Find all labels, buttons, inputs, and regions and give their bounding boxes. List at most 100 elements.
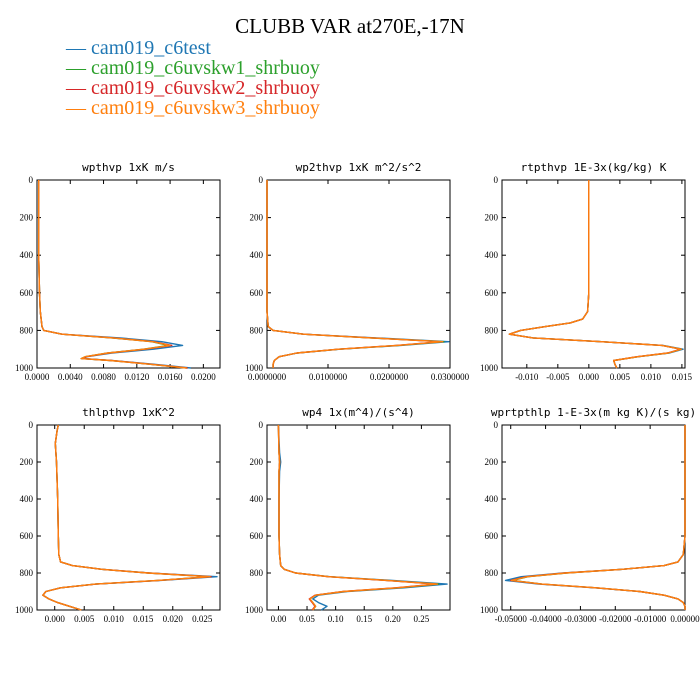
y-tick-label: 0 — [29, 420, 34, 430]
chart-panel: thlpthvp 1xK^2 0 200 400 600 800 1000 0.000 0.00… — [15, 406, 221, 624]
x-tick-label: 0.0120 — [124, 372, 149, 382]
legend-swatch: — — [66, 57, 91, 79]
y-tick-label: 200 — [20, 213, 34, 223]
x-tick-label: 0.020 — [163, 614, 184, 624]
legend-label: cam019_c6uvskw1_shrbuoy — [91, 57, 320, 79]
series-line — [42, 424, 211, 611]
y-tick-label: 800 — [20, 568, 34, 578]
y-tick-label: 200 — [485, 213, 499, 223]
y-tick-label: 400 — [250, 250, 264, 260]
series-line — [510, 425, 686, 610]
series-line — [266, 180, 450, 368]
x-tick-label: 0.0080 — [91, 372, 116, 382]
y-tick-label: 200 — [485, 457, 499, 467]
plot-frame — [36, 424, 221, 611]
y-tick-label: 1000 — [15, 605, 34, 615]
y-tick-label: 800 — [485, 568, 499, 578]
x-tick-label: -0.05000 — [495, 614, 528, 624]
chart-panel: wp2thvp 1xK m^2/s^2 0 200 400 600 800 10000.00… — [245, 161, 470, 382]
plot-frame — [36, 179, 221, 369]
y-tick-label: 600 — [20, 531, 34, 541]
x-tick-label: 0.005 — [74, 614, 95, 624]
x-tick-label: 0.05 — [299, 614, 315, 624]
x-tick-label: 0.000 — [579, 372, 600, 382]
series-line — [266, 180, 444, 368]
y-tick-label: 200 — [250, 213, 264, 223]
y-tick-label: 400 — [485, 250, 499, 260]
x-tick-label: 0.0300000 — [431, 372, 470, 382]
x-tick-label: 0.015 — [672, 372, 693, 382]
legend-swatch: — — [66, 37, 91, 59]
y-tick-label: 400 — [20, 494, 34, 504]
y-tick-label: 0 — [259, 175, 264, 185]
x-tick-label: 0.0100000 — [309, 372, 348, 382]
y-tick-label: 200 — [250, 457, 264, 467]
x-tick-label: -0.010 — [515, 372, 539, 382]
y-tick-label: 800 — [250, 325, 264, 335]
x-tick-label: 0.00000 — [670, 614, 700, 624]
x-tick-label: 0.0040 — [58, 372, 83, 382]
x-tick-label: 0.0000000 — [248, 372, 287, 382]
y-tick-label: 400 — [250, 494, 264, 504]
x-tick-label: 0.010 — [104, 614, 125, 624]
chart-panel: wp4 1x(m^4)/(s^4) 0 200 400 600 800 1000 0.00 0.… — [245, 406, 451, 624]
x-tick-label: 0.010 — [641, 372, 662, 382]
x-tick-label: 0.25 — [414, 614, 430, 624]
series-line — [38, 180, 191, 369]
y-tick-label: 1000 — [15, 363, 34, 373]
series-line — [38, 180, 188, 369]
plot-frame — [501, 179, 686, 369]
x-tick-label: 0.000 — [45, 614, 66, 624]
x-tick-label: 0.025 — [192, 614, 213, 624]
x-tick-label: 0.0160 — [158, 372, 183, 382]
x-tick-label: -0.005 — [546, 372, 570, 382]
x-tick-label: -0.04000 — [529, 614, 562, 624]
series-line — [508, 180, 682, 369]
x-tick-label: 0.0200 — [191, 372, 216, 382]
x-tick-label: -0.03000 — [564, 614, 597, 624]
panel-title: wp4 1x(m^4)/(s^4) — [302, 406, 415, 419]
legend-swatch: — — [66, 97, 91, 119]
y-tick-label: 200 — [20, 457, 34, 467]
x-tick-label: -0.01000 — [634, 614, 667, 624]
plot-frame — [266, 424, 451, 611]
y-tick-label: 800 — [20, 325, 34, 335]
x-tick-label: 0.10 — [328, 614, 344, 624]
y-tick-label: 1000 — [480, 605, 499, 615]
y-tick-label: 1000 — [245, 605, 264, 615]
legend-item: — cam019_c6uvskw1_shrbuoy — [66, 58, 320, 78]
y-tick-label: 600 — [485, 288, 499, 298]
legend-item: — cam019_c6uvskw3_shrbuoy — [66, 98, 320, 118]
y-tick-label: 400 — [485, 494, 499, 504]
panel-title: wp2thvp 1xK m^2/s^2 — [296, 161, 422, 174]
y-tick-label: 1000 — [245, 363, 264, 373]
series-line — [511, 425, 686, 610]
y-tick-label: 800 — [250, 568, 264, 578]
chart-panel: wpthvp 1xK m/s 0 200 400 600 800 10000.0000 0.0… — [15, 161, 221, 382]
x-tick-label: 0.20 — [385, 614, 401, 624]
y-tick-label: 0 — [494, 420, 499, 430]
chart-panel: rtpthvp 1E-3x(kg/kg) K 0 200 400 600 800 1000 -… — [480, 161, 693, 382]
series-line — [510, 425, 686, 610]
y-tick-label: 600 — [250, 288, 264, 298]
figure-title: CLUBB VAR at270E,-17N — [235, 14, 465, 38]
panel-title: wprtpthlp 1-E-3x(m kg K)/(s kg) — [491, 406, 696, 419]
chart-panel: wprtpthlp 1-E-3x(m kg K)/(s kg)0 200 400 60… — [480, 406, 700, 624]
series-line — [508, 180, 682, 369]
series-line — [277, 424, 439, 611]
series-line — [38, 180, 187, 369]
x-tick-label: 0.015 — [133, 614, 154, 624]
x-tick-label: -0.02000 — [599, 614, 632, 624]
y-tick-label: 400 — [20, 250, 34, 260]
y-tick-label: 0 — [259, 420, 264, 430]
y-tick-label: 600 — [485, 531, 499, 541]
y-tick-label: 600 — [20, 288, 34, 298]
legend-label: cam019_c6uvskw3_shrbuoy — [91, 97, 320, 119]
panel-title: rtpthvp 1E-3x(kg/kg) K — [521, 161, 667, 174]
x-tick-label: 0.005 — [610, 372, 631, 382]
series-line — [38, 180, 187, 369]
legend-item: — cam019_c6uvskw2_shrbuoy — [66, 78, 320, 98]
y-tick-label: 0 — [29, 175, 34, 185]
panel-title: wpthvp 1xK m/s — [82, 161, 175, 174]
